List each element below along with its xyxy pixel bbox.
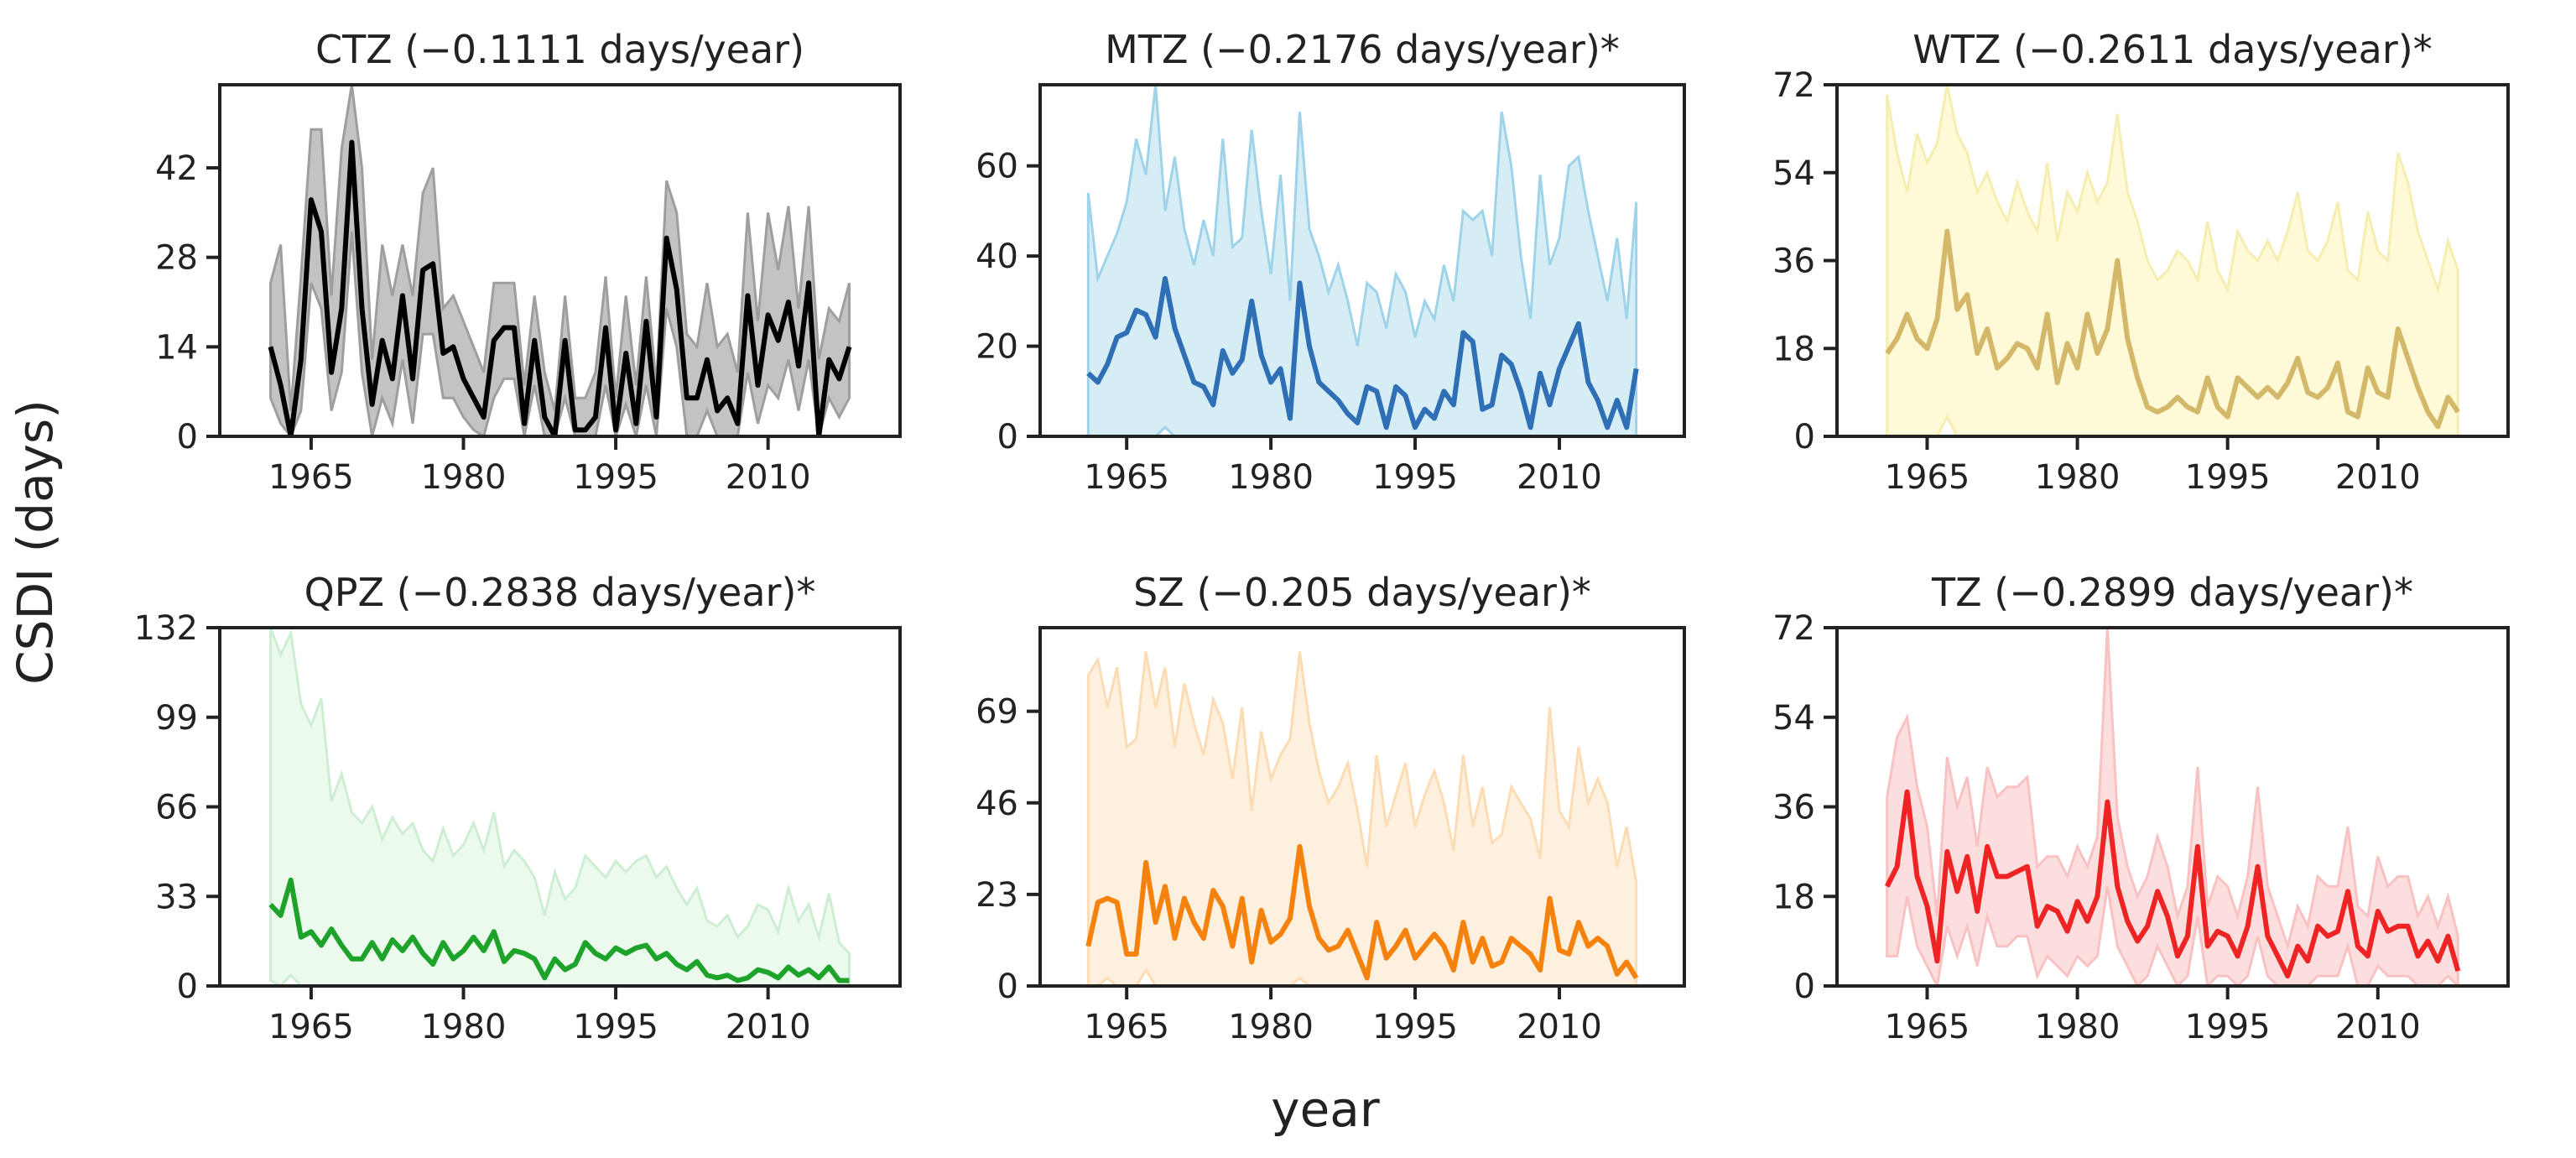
panel-title-tz: TZ (−0.2899 days/year)* (1931, 570, 2413, 615)
panel-tz: 0 18 36 54 72 1965 1980 1995 2010 TZ (−0.2899 day… (1772, 570, 2510, 1046)
ytick-label-ctz-14: 14 (155, 328, 198, 367)
series-line-tz (1885, 789, 2461, 979)
ytick-label-ctz-42: 42 (155, 149, 198, 188)
ytick-label-wtz-36: 36 (1772, 243, 1815, 281)
series-line-qpz (268, 877, 850, 983)
y-axis-label: CSDI (days) (7, 399, 64, 685)
xtick-label-mtz-1980: 1980 (1228, 458, 1314, 497)
xtick-label-ctz-1995: 1995 (573, 458, 658, 497)
xtick-label-wtz-1965: 1965 (1885, 458, 1970, 497)
ytick-label-qpz-0: 0 (177, 968, 198, 1006)
xtick-label-mtz-1965: 1965 (1084, 458, 1169, 497)
plot-frame-mtz (1038, 83, 1686, 438)
xtick-label-ctz-1980: 1980 (421, 458, 507, 497)
ytick-label-mtz-60: 60 (976, 148, 1018, 186)
band-sz (1086, 651, 1638, 986)
ytick-label-ctz-28: 28 (155, 239, 198, 278)
panel-wtz: 0 18 36 54 72 1965 1980 1995 2010 WTZ (−0.2611 da… (1772, 27, 2510, 497)
xtick-label-qpz-1965: 1965 (268, 1008, 354, 1046)
ytick-label-mtz-40: 40 (976, 237, 1018, 276)
xtick-label-wtz-2010: 2010 (2335, 458, 2421, 497)
ytick-label-qpz-33: 33 (155, 878, 198, 916)
xtick-label-tz-1995: 1995 (2185, 1008, 2271, 1046)
xtick-label-tz-1965: 1965 (1885, 1008, 1970, 1046)
xtick-label-ctz-2010: 2010 (726, 458, 811, 497)
series-line-sz (1085, 843, 1639, 981)
x-axis-label: year (1271, 1081, 1380, 1138)
xtick-label-qpz-2010: 2010 (726, 1008, 811, 1046)
panel-mtz: 0 20 40 60 1965 1980 1995 2010 MTZ (−0.2176 days… (976, 27, 1686, 497)
ytick-label-sz-46: 46 (976, 785, 1018, 823)
ytick-label-qpz-99: 99 (155, 699, 198, 738)
ytick-label-qpz-66: 66 (155, 789, 198, 827)
ytick-label-tz-0: 0 (1794, 968, 1815, 1006)
ytick-label-tz-54: 54 (1772, 699, 1815, 738)
xtick-label-sz-1965: 1965 (1084, 1008, 1169, 1046)
ytick-label-wtz-18: 18 (1772, 330, 1815, 368)
ytick-label-wtz-0: 0 (1794, 418, 1815, 456)
panel-qpz: 0 33 66 99 132 1965 1980 1995 2010 QPZ (−0.2838 d… (134, 570, 902, 1046)
plot-frame-ctz (218, 83, 902, 438)
xtick-label-qpz-1995: 1995 (573, 1008, 658, 1046)
series-line-mtz (1086, 276, 1639, 430)
panels: 0 14 28 42 1965 1980 1995 2010 CTZ (−0.1111 days… (134, 27, 2510, 1046)
ytick-label-mtz-0: 0 (997, 418, 1018, 456)
ytick-label-qpz-132: 132 (134, 609, 198, 648)
panel-title-ctz: CTZ (−0.1111 days/year) (315, 27, 804, 72)
xtick-label-sz-1980: 1980 (1228, 1008, 1314, 1046)
xtick-label-tz-2010: 2010 (2335, 1008, 2421, 1046)
xtick-label-ctz-1965: 1965 (268, 458, 354, 497)
panel-title-wtz: WTZ (−0.2611 days/year)* (1912, 27, 2432, 72)
xtick-label-tz-1980: 1980 (2035, 1008, 2121, 1046)
band-mtz (1086, 85, 1638, 436)
series-line-wtz (1885, 228, 2460, 430)
ytick-label-sz-23: 23 (976, 876, 1018, 915)
xtick-label-qpz-1980: 1980 (421, 1008, 507, 1046)
xtick-label-sz-2010: 2010 (1517, 1008, 1602, 1046)
ytick-label-wtz-72: 72 (1772, 66, 1815, 105)
panel-title-mtz: MTZ (−0.2176 days/year)* (1105, 27, 1620, 72)
ytick-label-sz-0: 0 (997, 968, 1018, 1006)
panel-sz: 0 23 46 69 1965 1980 1995 2010 SZ (−0.205 days/y… (976, 570, 1686, 1046)
ytick-label-tz-36: 36 (1772, 789, 1815, 827)
ytick-label-ctz-0: 0 (177, 418, 198, 456)
xtick-label-sz-1995: 1995 (1372, 1008, 1458, 1046)
xtick-label-wtz-1980: 1980 (2035, 458, 2121, 497)
xtick-label-wtz-1995: 1995 (2185, 458, 2271, 497)
series-line-ctz (268, 139, 852, 436)
ytick-label-sz-69: 69 (976, 693, 1018, 732)
ytick-label-tz-18: 18 (1772, 878, 1815, 916)
xtick-label-mtz-1995: 1995 (1372, 458, 1458, 497)
xtick-label-mtz-2010: 2010 (1517, 458, 1602, 497)
band-qpz (269, 628, 851, 986)
panel-title-sz: SZ (−0.205 days/year)* (1133, 570, 1591, 615)
panel-ctz: 0 14 28 42 1965 1980 1995 2010 CTZ (−0.1111 days… (155, 27, 902, 497)
ytick-label-tz-72: 72 (1772, 609, 1815, 648)
panel-title-qpz: QPZ (−0.2838 days/year)* (304, 570, 816, 615)
ytick-label-wtz-54: 54 (1772, 154, 1815, 193)
plot-frame-sz (1038, 626, 1686, 988)
ytick-label-mtz-20: 20 (976, 328, 1018, 367)
